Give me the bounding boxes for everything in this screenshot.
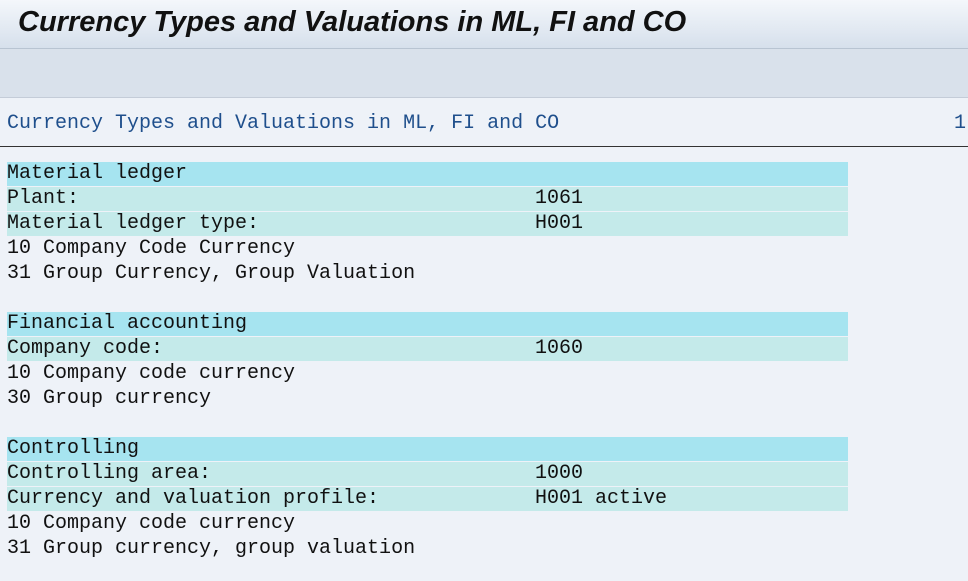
field-label: Currency and valuation profile:: [7, 487, 380, 510]
list-output: Currency Types and Valuations in ML, FI …: [0, 98, 968, 581]
list-title: Currency Types and Valuations in ML, FI …: [7, 112, 560, 135]
section-header: Financial accounting: [7, 312, 848, 336]
field-row: Company code: 1060: [7, 337, 848, 361]
field-row: Currency and valuation profile: H001 acti…: [7, 487, 848, 511]
field-label: Company code:: [7, 337, 164, 360]
field-label: Plant:: [7, 187, 80, 210]
separator: [0, 146, 968, 147]
field-row: Plant: 1061: [7, 187, 848, 211]
toolbar: [0, 49, 968, 98]
currency-line: 10 Company code currency: [7, 362, 296, 385]
page-number: 1: [953, 112, 966, 135]
section-header: Controlling: [7, 437, 848, 461]
field-value: H001: [535, 212, 584, 235]
field-value: 1000: [535, 462, 584, 485]
field-row: Material ledger type: H001: [7, 212, 848, 236]
screen-title: Currency Types and Valuations in ML, FI …: [18, 6, 687, 38]
currency-line: 30 Group currency: [7, 387, 212, 410]
currency-line: 31 Group currency, group valuation: [7, 537, 416, 560]
field-value: H001 active: [535, 487, 668, 510]
section-header: Material ledger: [7, 162, 848, 186]
field-row: Controlling area: 1000: [7, 462, 848, 486]
currency-line: 31 Group Currency, Group Valuation: [7, 262, 416, 285]
field-value: 1060: [535, 337, 584, 360]
title-bar: Currency Types and Valuations in ML, FI …: [0, 0, 968, 49]
field-label: Controlling area:: [7, 462, 212, 485]
currency-line: 10 Company Code Currency: [7, 237, 296, 260]
field-label: Material ledger type:: [7, 212, 260, 235]
currency-line: 10 Company code currency: [7, 512, 296, 535]
field-value: 1061: [535, 187, 584, 210]
